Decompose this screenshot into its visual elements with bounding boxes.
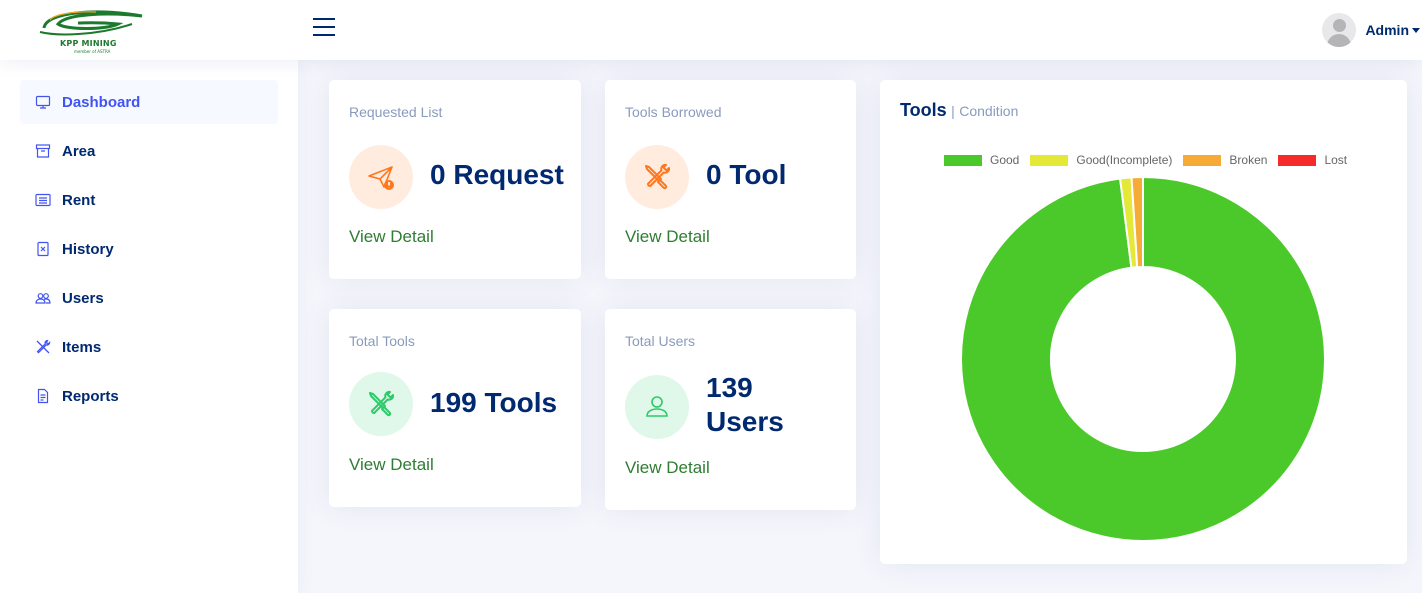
people-icon bbox=[34, 289, 52, 307]
legend-item[interactable]: Lost bbox=[1278, 153, 1347, 167]
sidebar: Dashboard Area Rent History Users Items bbox=[0, 60, 298, 593]
chart-subtitle: Condition bbox=[959, 103, 1019, 119]
chart-title-separator: | bbox=[951, 103, 955, 119]
brand-tagline: member of ASTRA bbox=[74, 49, 111, 54]
donut-slice-broken[interactable] bbox=[1130, 175, 1144, 269]
chart-legend: Good Good(Incomplete) Broken Lost bbox=[944, 153, 1358, 167]
legend-swatch bbox=[1030, 154, 1069, 166]
sidebar-item-history[interactable]: History bbox=[20, 227, 278, 271]
total-tools-card: Total Tools 199 Tools View Detail bbox=[329, 309, 581, 507]
tools-borrowed-card: Tools Borrowed 0 Tool View Detail bbox=[605, 80, 856, 279]
tools-icon bbox=[349, 372, 413, 436]
legend-item[interactable]: Good(Incomplete) bbox=[1030, 153, 1172, 167]
legend-swatch bbox=[944, 154, 982, 166]
requested-list-card: Requested List 0 Request View Detail bbox=[329, 80, 581, 279]
sidebar-item-label: History bbox=[62, 240, 114, 258]
total-users-card: Total Users 139 Users View Detail bbox=[605, 309, 856, 510]
profile-menu[interactable]: Admin bbox=[1322, 12, 1422, 48]
archive-icon bbox=[34, 142, 52, 160]
card-title: Requested List bbox=[349, 104, 443, 120]
monitor-icon bbox=[34, 93, 52, 111]
total-users-view-detail-link[interactable]: View Detail bbox=[625, 458, 710, 477]
donut-slice-good[interactable] bbox=[960, 175, 1326, 542]
tools-icon bbox=[34, 338, 52, 356]
profile-name: Admin bbox=[1365, 22, 1409, 38]
legend-label: Good(Incomplete) bbox=[1076, 153, 1173, 167]
donut-chart-svg bbox=[960, 175, 1326, 542]
total-users-number: 139 bbox=[706, 372, 753, 403]
top-header: KPP MINING member of ASTRA Admin bbox=[0, 0, 1422, 60]
sidebar-item-reports[interactable]: Reports bbox=[20, 374, 278, 418]
total-tools-view-detail-link[interactable]: View Detail bbox=[349, 455, 434, 474]
card-title: Tools Borrowed bbox=[625, 104, 722, 120]
legend-swatch bbox=[1183, 154, 1222, 166]
card-title: Total Tools bbox=[349, 333, 415, 349]
chart-title: Tools | Condition bbox=[900, 100, 1018, 121]
legend-item[interactable]: Good bbox=[944, 153, 1019, 167]
brand-name: KPP MINING bbox=[60, 39, 117, 48]
sidebar-item-label: Rent bbox=[62, 191, 96, 209]
card-title: Total Users bbox=[625, 333, 696, 349]
legend-label: Good bbox=[990, 153, 1020, 167]
sidebar-item-label: Reports bbox=[62, 387, 119, 405]
legend-label: Lost bbox=[1324, 153, 1348, 167]
chevron-down-icon bbox=[1412, 27, 1420, 33]
sidebar-item-dashboard[interactable]: Dashboard bbox=[20, 80, 278, 124]
borrowed-count: 0 Tool bbox=[706, 159, 787, 190]
sidebar-item-rent[interactable]: Rent bbox=[20, 178, 278, 222]
avatar bbox=[1322, 13, 1357, 47]
file-x-icon bbox=[34, 240, 52, 258]
kpp-logo-icon bbox=[39, 10, 143, 36]
sidebar-item-label: Area bbox=[62, 142, 96, 160]
brand-logo[interactable]: KPP MINING member of ASTRA bbox=[36, 6, 146, 54]
borrowed-view-detail-link[interactable]: View Detail bbox=[625, 227, 710, 246]
sidebar-item-users[interactable]: Users bbox=[20, 276, 278, 320]
tools-icon bbox=[625, 145, 689, 209]
sidebar-item-label: Items bbox=[62, 338, 102, 356]
requested-count: 0 Request bbox=[430, 159, 564, 190]
sidebar-item-area[interactable]: Area bbox=[20, 129, 278, 173]
legend-label: Broken bbox=[1229, 153, 1268, 167]
file-text-icon bbox=[34, 387, 52, 405]
sidebar-item-label: Dashboard bbox=[62, 93, 141, 111]
legend-swatch bbox=[1278, 154, 1317, 166]
requested-view-detail-link[interactable]: View Detail bbox=[349, 227, 434, 246]
card-list-icon bbox=[34, 191, 52, 209]
person-icon bbox=[625, 375, 689, 439]
sidebar-item-label: Users bbox=[62, 289, 104, 307]
sidebar-toggle-icon[interactable] bbox=[313, 18, 337, 40]
legend-item[interactable]: Broken bbox=[1183, 153, 1267, 167]
chart-title-main: Tools bbox=[900, 100, 947, 120]
total-users-unit: Users bbox=[706, 406, 784, 437]
donut-chart bbox=[960, 175, 1326, 542]
tools-condition-card: Tools | Condition Good Good(Incomplete) Br… bbox=[880, 80, 1407, 564]
total-tools-count: 199 Tools bbox=[430, 387, 558, 418]
sidebar-item-items[interactable]: Items bbox=[20, 325, 278, 369]
total-users-count: 139 Users bbox=[706, 371, 784, 439]
send-exclamation-icon bbox=[349, 145, 413, 209]
